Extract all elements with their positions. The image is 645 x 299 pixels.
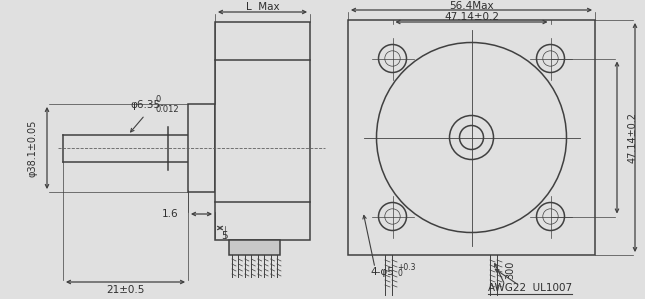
- Text: 300: 300: [505, 261, 515, 279]
- Text: 0.012: 0.012: [155, 106, 179, 115]
- Text: AWG22  UL1007: AWG22 UL1007: [488, 283, 572, 293]
- Text: 47.14±0.2: 47.14±0.2: [444, 12, 499, 22]
- Text: L  Max: L Max: [246, 2, 279, 12]
- Text: 0: 0: [397, 269, 402, 278]
- Text: φ6.35-: φ6.35-: [130, 100, 164, 110]
- Text: +0.3: +0.3: [397, 263, 415, 271]
- Text: 21±0.5: 21±0.5: [106, 285, 144, 295]
- Bar: [348, 20, 595, 255]
- Bar: [188, 104, 215, 192]
- Text: 0: 0: [155, 95, 160, 104]
- Text: φ38.1±0.05: φ38.1±0.05: [28, 119, 38, 177]
- Text: 5: 5: [222, 231, 228, 241]
- Text: 1.6: 1.6: [161, 209, 178, 219]
- Bar: [215, 22, 310, 240]
- Text: 4-φ5: 4-φ5: [370, 267, 394, 277]
- Text: 56.4Max: 56.4Max: [449, 1, 494, 11]
- Bar: [229, 240, 280, 255]
- Text: 47.14±0.2: 47.14±0.2: [628, 112, 638, 163]
